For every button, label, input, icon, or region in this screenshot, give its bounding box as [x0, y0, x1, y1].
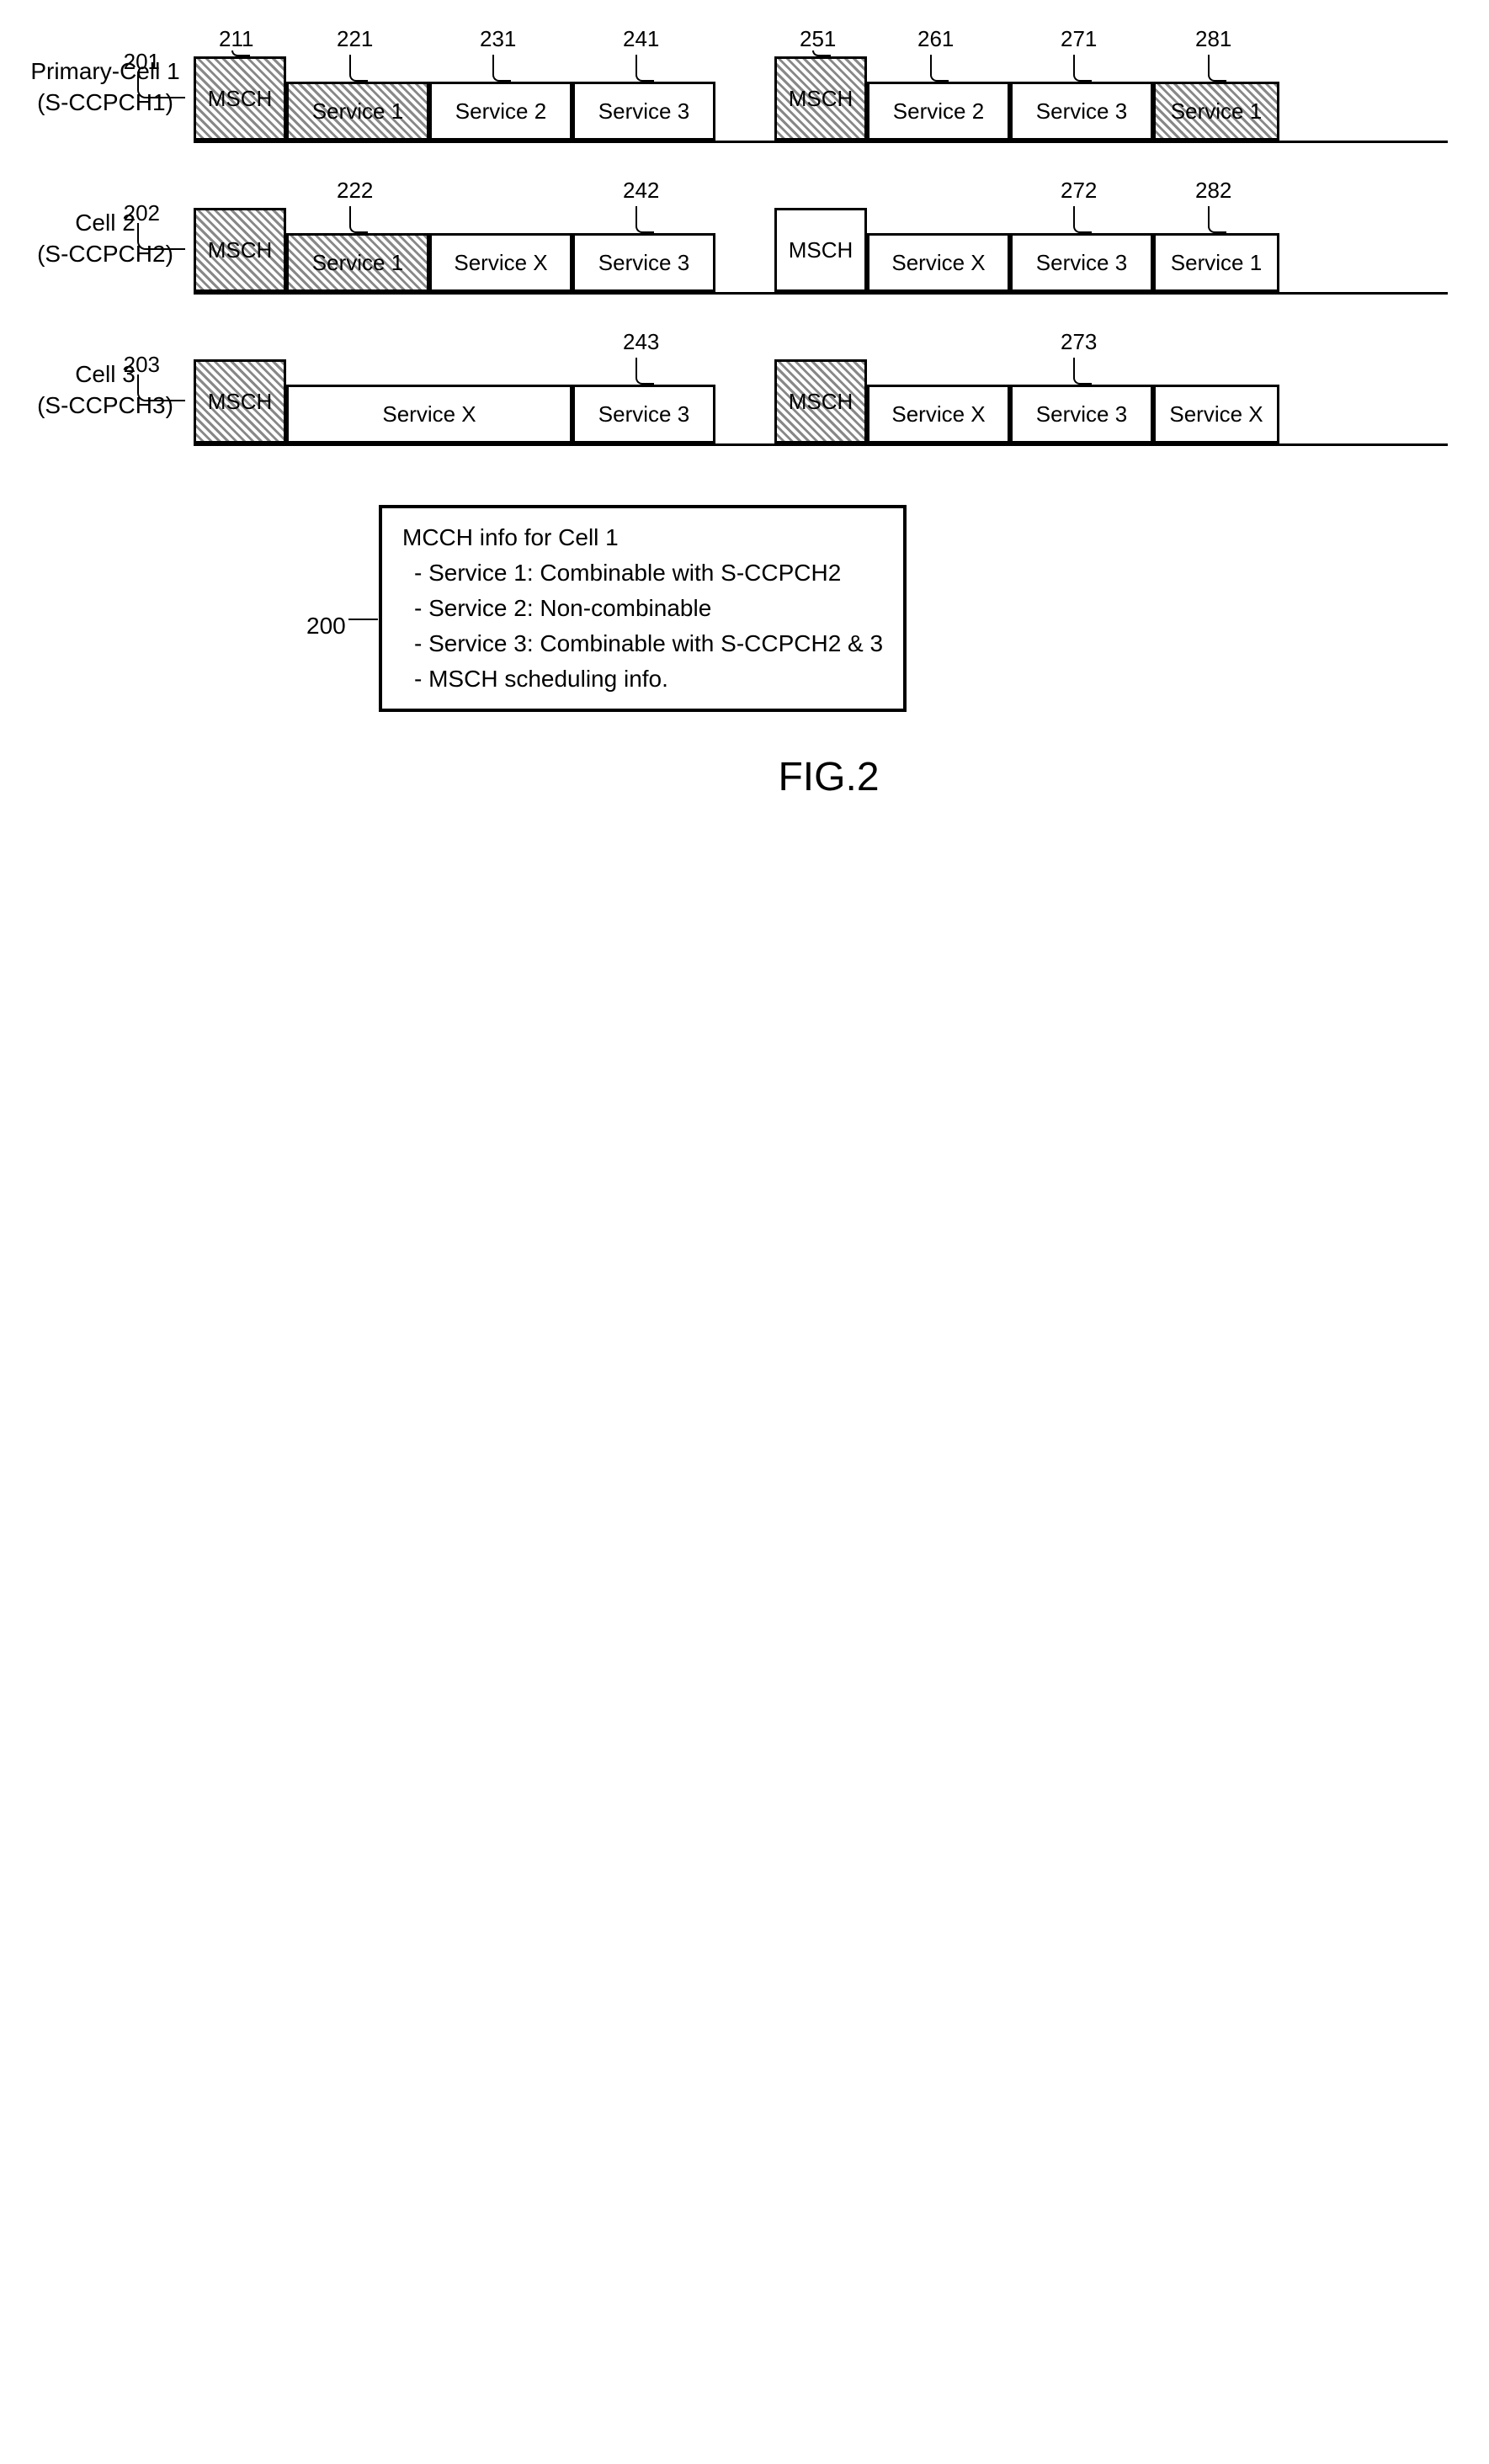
ref-tick [1208, 206, 1226, 233]
info-title: MCCH info for Cell 1 [402, 520, 883, 555]
row-label: 201Primary-Cell 1(S-CCPCH1) [17, 56, 194, 143]
ref-connector [137, 72, 185, 98]
ref-tick [812, 50, 831, 56]
block-ref-number: 243 [623, 329, 659, 355]
ref-connector [137, 374, 185, 401]
baseline [194, 292, 1448, 295]
timeline-block: MSCH [194, 208, 286, 292]
timeline-block: Service 3 [572, 385, 715, 443]
timeline-row: 201Primary-Cell 1(S-CCPCH1)MSCH211Servic… [17, 34, 1448, 143]
info-line: - Service 1: Combinable with S-CCPCH2 [402, 555, 883, 591]
ref-tick [492, 55, 511, 82]
row-label: 202Cell 2(S-CCPCH2) [17, 208, 194, 295]
info-line: - Service 2: Non-combinable [402, 591, 883, 626]
block-ref-number: 271 [1061, 26, 1097, 52]
block-label: MSCH [789, 237, 854, 263]
ref-connector [137, 223, 185, 250]
ref-tick [349, 206, 368, 233]
ref-tick [231, 50, 250, 56]
block-label: Service 3 [1036, 98, 1127, 125]
timeline-block: Service 1 [1153, 233, 1279, 292]
ref-tick [635, 55, 654, 82]
block-ref-number: 211 [219, 26, 253, 52]
ref-tick [1073, 206, 1092, 233]
ref-tick [349, 55, 368, 82]
timeline-block: Service 3 [1010, 385, 1153, 443]
timeline: MSCHService XService 3243MSCHService XSe… [194, 337, 1448, 446]
block-ref-number: 282 [1195, 178, 1231, 204]
timeline-block: Service 2 [867, 82, 1010, 141]
timeline-block: Service 3 [572, 82, 715, 141]
timeline: MSCH211Service 1221Service 2231Service 3… [194, 34, 1448, 143]
block-label: Service 3 [598, 98, 689, 125]
ref-tick [635, 358, 654, 385]
block-label: Service 1 [1171, 98, 1262, 125]
block-label: Service 3 [1036, 250, 1127, 276]
timeline-block: Service 3 [1010, 233, 1153, 292]
timeline-row: 203Cell 3(S-CCPCH3) MSCH Service X Service … [17, 337, 1448, 446]
block-label: Service 1 [312, 250, 403, 276]
timeline-block: Service 1 [1153, 82, 1279, 141]
block-ref-number: 241 [623, 26, 659, 52]
timeline-block: MSCH [774, 208, 867, 292]
ref-tick [1073, 55, 1092, 82]
timeline-block: Service X [1153, 385, 1279, 443]
block-label: Service 1 [1171, 250, 1262, 276]
block-ref-number: 222 [337, 178, 373, 204]
info-line: - Service 3: Combinable with S-CCPCH2 & … [402, 626, 883, 661]
ref-tick [1073, 358, 1092, 385]
info-ref-number: 200 [306, 608, 346, 644]
timeline-block: Service 1 [286, 82, 429, 141]
row-label: 203Cell 3(S-CCPCH3) [17, 359, 194, 446]
ref-tick [635, 206, 654, 233]
baseline [194, 141, 1448, 143]
block-label: Service 3 [598, 250, 689, 276]
timeline-block: Service 1 [286, 233, 429, 292]
timeline-block: Service X [286, 385, 572, 443]
ref-tick [930, 55, 949, 82]
block-ref-number: 221 [337, 26, 373, 52]
mcch-info-box: 200MCCH info for Cell 1- Service 1: Comb… [379, 505, 907, 712]
info-ref-connector [348, 619, 378, 620]
timeline-block: MSCH [774, 56, 867, 141]
block-label: MSCH [789, 389, 854, 415]
timeline: MSCHService 1222Service XService 3242MSC… [194, 185, 1448, 295]
block-label: Service 1 [312, 98, 403, 125]
block-ref-number: 231 [480, 26, 516, 52]
timeline-block: Service X [867, 385, 1010, 443]
block-label: MSCH [789, 86, 854, 112]
block-label: MSCH [208, 86, 273, 112]
block-ref-number: 273 [1061, 329, 1097, 355]
timeline-row: 202Cell 2(S-CCPCH2)MSCHService 1222Servi… [17, 185, 1448, 295]
block-label: Service X [891, 250, 985, 276]
info-line: - MSCH scheduling info. [402, 661, 883, 697]
block-label: Service X [891, 401, 985, 427]
timeline-block: MSCH [194, 56, 286, 141]
timeline-block: Service 2 [429, 82, 572, 141]
block-ref-number: 272 [1061, 178, 1097, 204]
block-label: Service 3 [1036, 401, 1127, 427]
block-label: Service X [382, 401, 476, 427]
block-label: MSCH [208, 389, 273, 415]
timeline-block: Service 3 [572, 233, 715, 292]
timeline-block: MSCH [774, 359, 867, 443]
block-ref-number: 281 [1195, 26, 1231, 52]
block-ref-number: 242 [623, 178, 659, 204]
block-ref-number: 251 [800, 26, 836, 52]
block-label: Service 2 [455, 98, 546, 125]
block-label: Service X [454, 250, 547, 276]
timeline-block: Service X [867, 233, 1010, 292]
block-label: Service X [1169, 401, 1263, 427]
timeline-block: Service 3 [1010, 82, 1153, 141]
block-ref-number: 261 [917, 26, 954, 52]
baseline [194, 443, 1448, 446]
block-label: Service 2 [893, 98, 984, 125]
timeline-block: Service X [429, 233, 572, 292]
timeline-block: MSCH [194, 359, 286, 443]
figure-label: FIG.2 [185, 754, 1472, 800]
block-label: MSCH [208, 237, 273, 263]
block-label: Service 3 [598, 401, 689, 427]
ref-tick [1208, 55, 1226, 82]
